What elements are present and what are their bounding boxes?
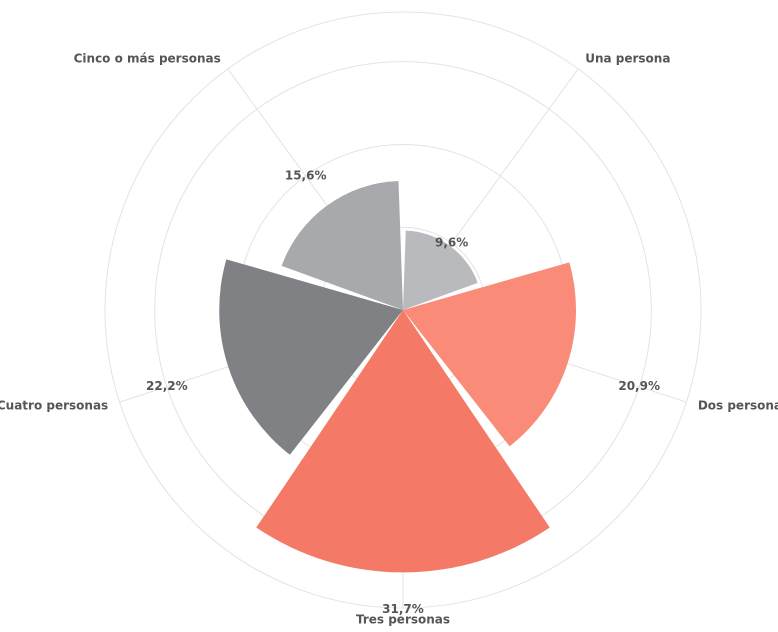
wedge	[256, 310, 550, 573]
category-label: Cinco o más personas	[74, 52, 221, 66]
value-label: 20,9%	[618, 379, 660, 393]
category-label: Una persona	[585, 52, 670, 66]
value-label: 9,6%	[435, 236, 468, 250]
wedge	[403, 262, 577, 447]
value-label: 31,7%	[382, 602, 424, 616]
value-label: 22,2%	[146, 379, 188, 393]
wedge	[403, 230, 478, 310]
value-label: 15,6%	[285, 169, 327, 183]
wedge	[219, 259, 403, 455]
category-label: Cuatro personas	[0, 398, 108, 412]
category-label: Dos personas	[698, 398, 778, 412]
category-label: Tres personas	[356, 613, 450, 627]
wedge	[281, 180, 403, 310]
